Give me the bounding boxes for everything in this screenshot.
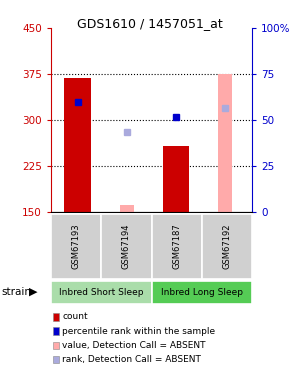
Text: rank, Detection Call = ABSENT: rank, Detection Call = ABSENT (62, 355, 201, 364)
Text: percentile rank within the sample: percentile rank within the sample (62, 327, 215, 336)
Text: GSM67187: GSM67187 (172, 224, 181, 269)
Text: GSM67192: GSM67192 (222, 224, 231, 269)
Text: GSM67194: GSM67194 (122, 224, 131, 269)
Text: Inbred Long Sleep: Inbred Long Sleep (161, 288, 243, 297)
Text: GSM67193: GSM67193 (72, 224, 81, 269)
Text: value, Detection Call = ABSENT: value, Detection Call = ABSENT (62, 341, 206, 350)
Text: count: count (62, 312, 88, 321)
Text: GDS1610 / 1457051_at: GDS1610 / 1457051_at (77, 17, 223, 30)
Bar (64, 78, 92, 212)
Text: Inbred Short Sleep: Inbred Short Sleep (59, 288, 143, 297)
Bar (163, 146, 190, 212)
Bar (120, 204, 134, 212)
Bar (218, 74, 232, 212)
Text: ▶: ▶ (28, 287, 37, 297)
Text: strain: strain (2, 287, 31, 297)
